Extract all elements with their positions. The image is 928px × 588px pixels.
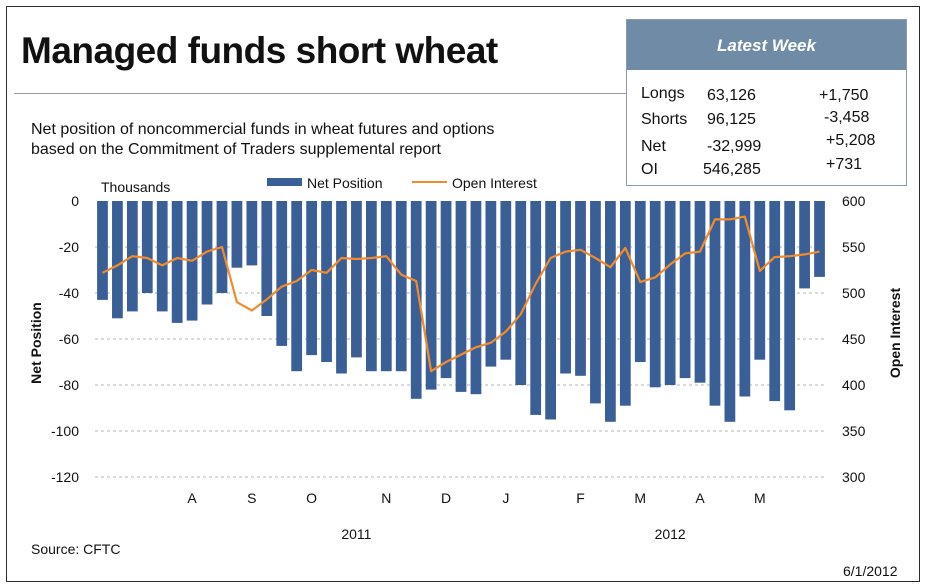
net-position-bar	[455, 201, 467, 392]
latest-oi-value: 546,285	[703, 161, 761, 178]
date-stamp: 6/1/2012	[843, 563, 898, 579]
y-left-tick-label: -120	[51, 469, 79, 485]
x-month-label: M	[754, 490, 766, 506]
latest-shorts-value: 96,125	[707, 111, 756, 128]
net-position-bar	[769, 201, 781, 402]
net-position-bar	[664, 201, 676, 385]
net-position-bar	[380, 201, 392, 372]
net-position-bar	[231, 201, 243, 268]
net-position-bar	[515, 201, 527, 385]
latest-net-change: +5,208	[826, 132, 876, 149]
latest-shorts-label: Shorts	[641, 111, 688, 128]
net-position-bar	[97, 201, 108, 300]
net-position-bar	[545, 201, 557, 420]
net-position-bar	[605, 201, 616, 422]
legend-label-net-position: Net Position	[307, 175, 382, 191]
net-position-bar	[500, 201, 512, 360]
y-right-tick-label: 350	[842, 423, 866, 439]
net-position-bar	[112, 201, 123, 319]
legend-label-open-interest: Open Interest	[452, 175, 537, 191]
net-position-bar	[590, 201, 601, 404]
net-position-bar	[410, 201, 422, 399]
net-position-bar	[694, 201, 706, 383]
net-position-bar	[276, 201, 288, 346]
x-month-label: D	[441, 490, 451, 506]
net-position-bar	[485, 201, 497, 367]
y-right-tick-label: 550	[842, 239, 866, 255]
legend-swatch-net-position	[267, 178, 302, 186]
y-left-tick-label: -40	[59, 285, 79, 301]
y-right-tick-label: 500	[842, 285, 866, 301]
x-month-label: A	[695, 490, 705, 506]
y-left-tick-label: -60	[59, 331, 79, 347]
x-month-label: A	[187, 490, 197, 506]
y-right-tick-label: 400	[842, 377, 866, 393]
units-label: Thousands	[101, 179, 170, 195]
net-position-bar	[649, 201, 661, 388]
subtitle-line-2: based on the Commitment of Traders suppl…	[31, 141, 441, 158]
net-position-bar	[440, 201, 452, 379]
net-position-bar	[754, 201, 766, 360]
net-position-bar	[575, 201, 586, 376]
chart-title: Managed funds short wheat	[21, 30, 498, 71]
y-right-tick-label: 450	[842, 331, 866, 347]
net-position-bar	[560, 201, 571, 374]
net-position-bar	[261, 201, 273, 316]
latest-oi-label: OI	[641, 161, 658, 178]
latest-week-header: Latest Week	[627, 20, 906, 70]
net-position-bar	[784, 201, 796, 411]
net-position-bar	[306, 201, 317, 356]
y-right-tick-label: 600	[842, 193, 866, 209]
net-position-bar	[739, 201, 751, 397]
x-year-label: 2011	[341, 526, 371, 542]
open-interest-line	[102, 215, 820, 373]
x-month-label: M	[634, 490, 646, 506]
y-left-tick-label: -100	[51, 423, 79, 439]
net-position-bar	[156, 201, 168, 312]
net-position-bar	[291, 201, 303, 372]
net-position-bar	[351, 201, 362, 358]
x-month-label: F	[576, 490, 585, 506]
title-rule	[14, 93, 626, 94]
net-position-bar	[336, 201, 347, 374]
latest-week-panel: Latest Week Longs 63,126 +1,750 Shorts 9…	[626, 19, 907, 186]
net-position-bar	[530, 201, 542, 415]
net-position-bar	[724, 201, 736, 422]
y-axis-left-label: Net Position	[28, 302, 44, 384]
net-position-bar	[709, 201, 721, 406]
latest-net-value: -32,999	[707, 138, 762, 155]
net-position-bar	[814, 201, 825, 277]
net-position-bar	[395, 201, 407, 372]
x-year-label: 2012	[655, 526, 686, 542]
net-position-bar	[619, 201, 631, 406]
latest-shorts-change: -3,458	[824, 109, 870, 126]
latest-longs-value: 63,126	[707, 87, 756, 104]
x-month-label: O	[306, 490, 317, 506]
net-position-bar	[365, 201, 377, 372]
net-position-bar	[246, 201, 258, 266]
y-left-tick-label: 0	[71, 193, 79, 209]
x-month-label: J	[502, 490, 509, 506]
x-month-label: N	[381, 490, 391, 506]
net-position-bar	[470, 201, 482, 395]
latest-net-label: Net	[641, 138, 666, 155]
y-axis-right-label: Open Interest	[887, 288, 903, 379]
net-position-bar	[321, 201, 332, 362]
subtitle-line-1: Net position of noncommercial funds in w…	[31, 121, 495, 138]
y-right-tick-label: 300	[842, 469, 866, 485]
source-note: Source: CFTC	[31, 541, 121, 557]
net-position-bar	[141, 201, 153, 293]
net-position-bar	[425, 201, 437, 390]
latest-longs-label: Longs	[641, 85, 685, 102]
net-position-bar	[171, 201, 183, 323]
y-left-tick-label: -20	[59, 239, 79, 255]
x-month-label: S	[247, 490, 256, 506]
latest-oi-change: +731	[826, 156, 863, 173]
net-position-bar	[679, 201, 691, 379]
net-position-bar	[799, 201, 810, 289]
latest-longs-change: +1,750	[819, 87, 869, 104]
y-left-tick-label: -80	[59, 377, 79, 393]
